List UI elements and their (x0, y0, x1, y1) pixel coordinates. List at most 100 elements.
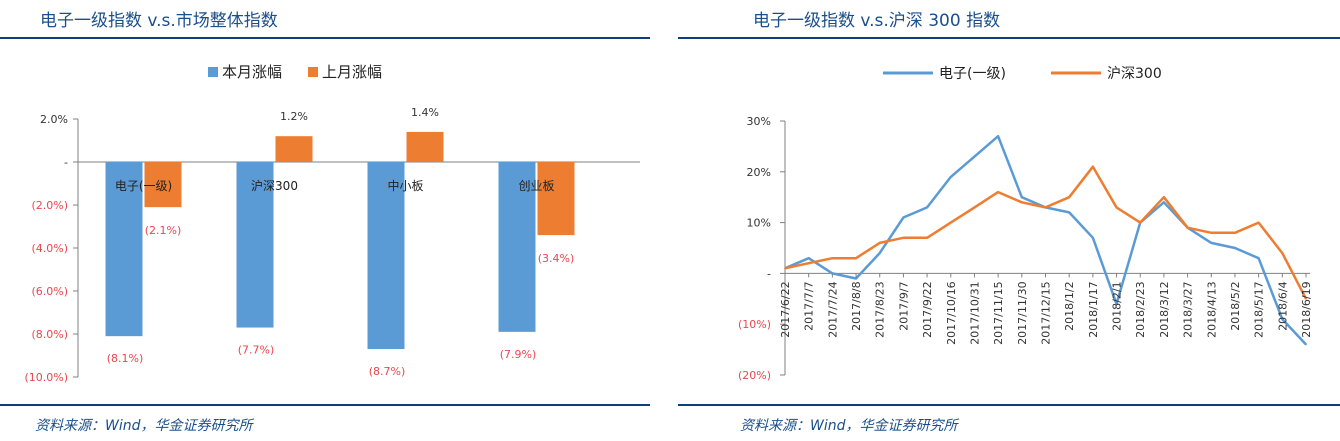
point-electronics (1021, 196, 1023, 198)
left-bottom-rule (0, 404, 650, 406)
point-csi300 (1021, 201, 1023, 204)
x-tick-label: 2017/7/7 (803, 281, 816, 330)
left-source-note: 资料来源：Wind，华金证券研究所 (35, 418, 253, 434)
point-csi300 (1139, 221, 1142, 224)
line-chart: 电子(一级) 沪深300 30% 20% 10% - (10%) (20%) 2017/6/22… (738, 66, 1313, 382)
y-tick-label: - (64, 156, 68, 169)
x-tick-label: 2017/8/23 (874, 281, 887, 337)
category-label: 创业板 (518, 179, 554, 193)
right-source-note: 资料来源：Wind，华金证券研究所 (740, 418, 958, 434)
category-label: 沪深300 (251, 179, 298, 193)
point-csi300 (926, 237, 928, 239)
y-tick-label: (8.0%) (31, 328, 68, 341)
x-tick-label: 2018/2/1 (1111, 281, 1124, 330)
point-csi300 (784, 267, 786, 270)
data-label-last-month: 1.4% (411, 106, 439, 119)
x-tick-label: 2017/11/30 (1016, 281, 1029, 344)
data-label-this-month: (8.7%) (369, 365, 406, 378)
x-tick-label: 2017/9/7 (897, 281, 910, 330)
point-csi300 (831, 257, 834, 259)
point-csi300 (1115, 206, 1118, 209)
y-tick-label: (20%) (738, 369, 771, 382)
category-label: 中小板 (387, 178, 423, 193)
bar-this-month (367, 162, 405, 350)
bar-last-month (275, 136, 313, 162)
point-electronics (902, 216, 905, 219)
point-csi300 (1257, 221, 1260, 224)
right-top-rule (678, 37, 1340, 39)
x-tick-label: 2017/12/15 (1040, 281, 1053, 344)
x-tick-label: 2018/6/19 (1300, 281, 1313, 337)
y-tick-label: (10%) (738, 318, 771, 331)
x-tick-label: 2017/10/16 (945, 281, 958, 344)
point-csi300 (973, 206, 976, 209)
data-label-last-month: (2.1%) (145, 224, 182, 237)
legend-swatch-this-month (208, 67, 218, 77)
x-tick-label: 2017/7/24 (826, 281, 839, 337)
left-top-rule (0, 37, 650, 39)
point-electronics (1234, 247, 1236, 249)
point-csi300 (807, 262, 810, 265)
data-label-last-month: 1.2% (280, 110, 308, 123)
series-line-csi300 (784, 165, 1308, 300)
x-tick-label: 2018/1/2 (1063, 281, 1076, 330)
bar-chart: 本月涨幅 上月涨幅 2.0% - (2.0%) (4.0%) (6.0%) (8.0%) (10… (24, 63, 640, 384)
x-tick-label: 2018/3/27 (1182, 281, 1195, 337)
point-csi300 (1092, 165, 1094, 168)
bar-this-month (236, 162, 274, 328)
point-electronics (807, 257, 810, 259)
point-csi300 (855, 257, 857, 259)
data-label-last-month: (3.4%) (538, 252, 575, 265)
y-tick-label: - (767, 267, 771, 280)
point-electronics (1115, 303, 1118, 305)
point-csi300 (1163, 196, 1165, 198)
point-electronics (1305, 343, 1307, 346)
x-tick-label: 2017/6/22 (779, 281, 792, 337)
legend-label-this-month: 本月涨幅 (222, 63, 282, 81)
x-tick-label: 2018/6/4 (1276, 281, 1289, 330)
point-csi300 (878, 242, 881, 244)
legend-swatch-last-month (308, 67, 318, 77)
y-tick-label: (10.0%) (24, 371, 68, 384)
point-csi300 (1068, 196, 1070, 198)
legend-label-csi300: 沪深300 (1107, 66, 1162, 82)
y-tick-label: 20% (747, 166, 771, 179)
point-electronics (1068, 211, 1070, 214)
point-csi300 (1044, 206, 1047, 209)
point-csi300 (1281, 252, 1284, 254)
left-chart-title: 电子一级指数 v.s.市场整体指数 (40, 11, 278, 31)
x-tick-label: 2018/5/17 (1253, 281, 1266, 337)
point-electronics (1092, 237, 1094, 239)
point-csi300 (902, 237, 905, 239)
point-csi300 (1210, 231, 1213, 234)
y-tick-label: (4.0%) (31, 242, 68, 255)
right-bottom-rule (678, 404, 1340, 406)
point-electronics (1210, 242, 1213, 244)
right-chart-title: 电子一级指数 v.s.沪深 300 指数 (753, 11, 1001, 31)
x-tick-label: 2018/2/23 (1134, 281, 1147, 337)
x-tick-label: 2018/3/12 (1158, 281, 1171, 337)
x-tick-label: 2018/4/13 (1205, 281, 1218, 337)
y-tick-label: (6.0%) (31, 285, 68, 298)
data-label-this-month: (7.9%) (500, 348, 537, 361)
data-label-this-month: (8.1%) (107, 352, 144, 365)
x-tick-label: 2017/11/15 (992, 281, 1005, 344)
point-electronics (1257, 257, 1260, 259)
bar-last-month (406, 131, 444, 162)
point-electronics (855, 277, 857, 280)
point-csi300 (997, 191, 999, 193)
x-tick-label: 2017/9/22 (921, 281, 934, 337)
category-label: 电子(一级) (115, 179, 172, 193)
y-tick-label: (2.0%) (31, 199, 68, 212)
x-tick-label: 2018/1/17 (1087, 281, 1100, 337)
point-electronics (997, 135, 999, 138)
point-electronics (1281, 318, 1284, 320)
x-tick-label: 2017/8/8 (850, 281, 863, 330)
point-csi300 (1305, 298, 1307, 300)
bar-this-month (498, 162, 536, 332)
x-tick-label: 2018/5/2 (1229, 281, 1242, 330)
point-electronics (926, 206, 928, 209)
data-label-this-month: (7.7%) (238, 344, 275, 357)
point-csi300 (1186, 226, 1189, 229)
legend-label-electronics: 电子(一级) (939, 66, 1006, 82)
